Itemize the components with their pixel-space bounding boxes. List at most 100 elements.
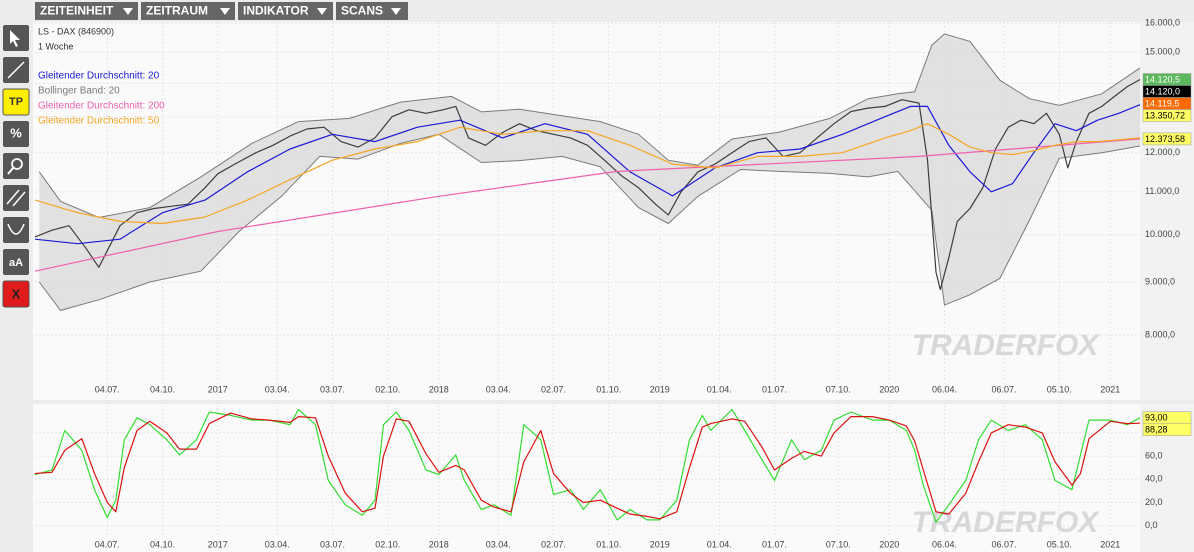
value-marker-label: 93,00 (1145, 413, 1168, 423)
x-tick-label: 2019 (650, 384, 670, 394)
menu-label[interactable]: ZEITEINHEIT (40, 4, 114, 18)
value-marker (1142, 423, 1192, 437)
y-tick-label: 8.000,0 (1145, 329, 1175, 339)
watermark: TRADERFOX (912, 506, 1101, 539)
x-tick-label: 04.07. (95, 384, 120, 394)
x-tick-label: 01.07. (762, 539, 787, 549)
value-marker-label: 14.120,0 (1145, 86, 1180, 96)
x-tick-label: 02.10. (375, 539, 400, 549)
line-icon (7, 61, 25, 79)
y-tick-label: 9.000,0 (1145, 276, 1175, 286)
value-marker-label: 14.120,5 (1145, 74, 1180, 84)
x-tick-label: 2021 (1100, 539, 1120, 549)
curve-icon (7, 223, 25, 235)
tool-button[interactable] (3, 153, 29, 179)
toolbar: TP % aA X (2, 25, 30, 308)
x-tick-label: 03.07. (320, 384, 345, 394)
legend-entry: Bollinger Band: 20 (38, 86, 120, 97)
x-tick-label: 02.10. (375, 384, 400, 394)
x-tick-label: 03.04. (265, 384, 290, 394)
x-tick-label: 2019 (650, 539, 670, 549)
x-tick-label: 03.07. (320, 539, 345, 549)
menu-button[interactable] (336, 2, 408, 20)
series-line (34, 138, 1141, 272)
tool-button[interactable] (3, 217, 29, 243)
x-tick-label: 06.07. (991, 384, 1016, 394)
tool-button[interactable] (3, 185, 29, 211)
tool-button[interactable] (3, 249, 29, 275)
x-tick-label: 2021 (1100, 384, 1120, 394)
menu-button[interactable] (238, 2, 333, 20)
legend: Gleitender Durchschnitt: 20 Bollinger Ba… (38, 71, 165, 127)
x-tick-label: 04.07. (95, 539, 120, 549)
x-tick-label: 01.10. (596, 539, 621, 549)
value-marker (1142, 109, 1192, 122)
x-tick-label: 2018 (429, 539, 449, 549)
tool-button[interactable] (2, 88, 30, 116)
x-tick-label: 04.10. (150, 539, 175, 549)
x-tick-label: 02.07. (541, 384, 566, 394)
tool-label[interactable]: TP (9, 96, 23, 108)
value-marker-label: 88,28 (1145, 425, 1168, 435)
menu-label[interactable]: SCANS (341, 4, 383, 18)
x-tick-label: 2017 (208, 539, 228, 549)
tool-label[interactable]: % (10, 125, 22, 140)
menu-arrow (391, 8, 401, 15)
legend-entry: Gleitender Durchschnitt: 50 (38, 116, 160, 127)
menu-label[interactable]: ZEITRAUM (146, 4, 208, 18)
y-tick-label: 20,0 (1145, 497, 1163, 507)
y-tick-label: 0,0 (1145, 520, 1158, 530)
channel-icon (12, 191, 26, 207)
x-tick-label: 03.04. (265, 539, 290, 549)
zoom-icon (11, 158, 23, 170)
menu-arrow (123, 8, 133, 15)
band-upper (38, 33, 1141, 219)
menu-arrow (220, 8, 230, 15)
x-tick-label: 2017 (208, 384, 228, 394)
x-tick-label: 05.10. (1047, 539, 1072, 549)
chart-subtitle: 1 Woche (38, 41, 73, 51)
tool-button[interactable] (3, 121, 29, 147)
x-tick-label: 01.04. (707, 539, 732, 549)
legend-entry: Gleitender Durchschnitt: 20 (38, 71, 160, 82)
menu-button[interactable] (141, 2, 235, 20)
chart-title: LS - DAX (846900) (38, 26, 114, 36)
band-fill (39, 33, 1140, 311)
tool-label[interactable]: X (12, 286, 21, 301)
y-tick-label: 16.000,0 (1145, 18, 1180, 28)
x-tick-label: 07.10. (826, 539, 851, 549)
x-tick-label: 03.04. (486, 539, 511, 549)
x-tick-label: 01.04. (707, 384, 732, 394)
menu-button[interactable] (35, 2, 138, 20)
x-tick-label: 06.07. (991, 539, 1016, 549)
y-tick-label: 10.000,0 (1145, 229, 1180, 239)
value-marker-label: 14.119,5 (1145, 98, 1179, 108)
x-tick-label: 07.10. (826, 384, 851, 394)
series-line (34, 412, 1141, 520)
tool-label[interactable]: aA (9, 257, 23, 269)
series-line (34, 78, 1141, 291)
cursor-icon (10, 30, 20, 47)
y-tick-label: 11.000,0 (1145, 186, 1179, 196)
x-tick-label: 01.07. (762, 384, 787, 394)
x-tick-label: 04.10. (150, 384, 175, 394)
charts: 8.000,0 9.000,0 10.000,0 11.000,0 12.000,0 13… (34, 18, 1192, 549)
x-tick-label: 03.04. (486, 384, 511, 394)
y-tick-label: 12.000,0 (1145, 147, 1180, 157)
series-line (34, 409, 1141, 523)
y-tick-label: 40,0 (1145, 474, 1163, 484)
x-tick-label: 2020 (879, 539, 899, 549)
y-tick-label: 15.000,0 (1145, 47, 1180, 57)
value-marker (1142, 132, 1192, 146)
series-line (34, 123, 1141, 225)
x-tick-label: 02.07. (541, 539, 566, 549)
x-tick-label: 2018 (429, 384, 449, 394)
menu-label[interactable]: INDIKATOR (243, 4, 309, 18)
tool-button[interactable] (2, 280, 30, 308)
menu-arrow (317, 8, 327, 15)
y-tick-label: 60,0 (1145, 450, 1163, 460)
watermark: TRADERFOX (912, 329, 1101, 362)
x-tick-label: 05.10. (1047, 384, 1072, 394)
value-marker-label: 13.350,72 (1145, 110, 1185, 120)
